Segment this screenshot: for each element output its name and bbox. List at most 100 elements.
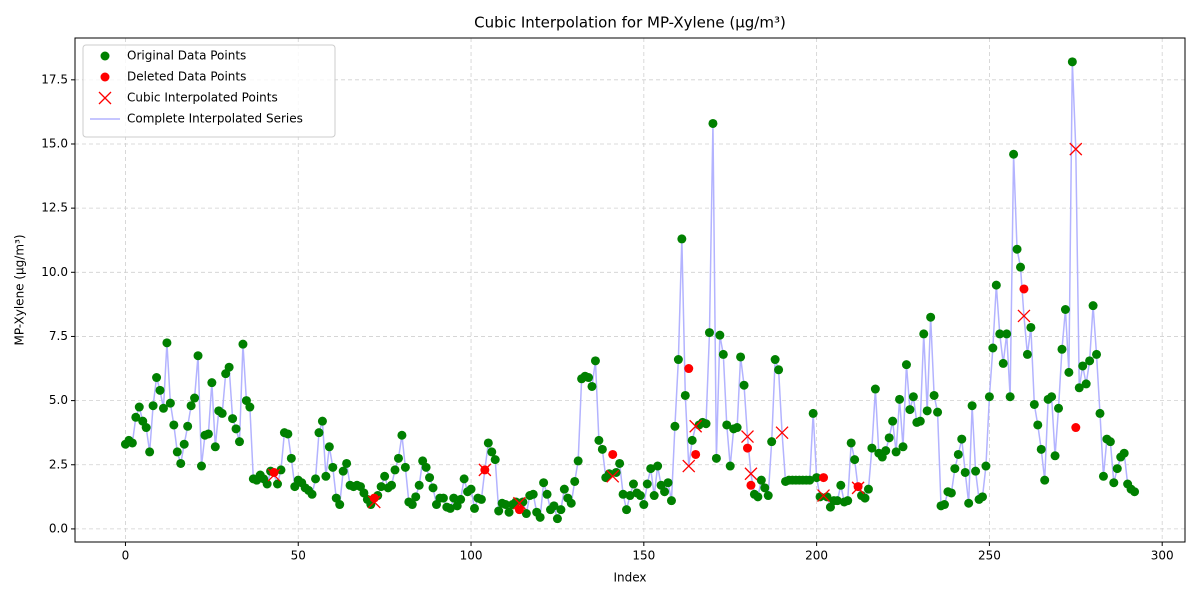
data-point bbox=[946, 488, 956, 498]
data-point bbox=[456, 494, 466, 504]
data-point bbox=[1109, 478, 1119, 488]
data-point bbox=[311, 474, 321, 484]
data-point bbox=[1002, 329, 1012, 339]
data-point bbox=[566, 498, 576, 508]
data-point bbox=[742, 443, 752, 453]
y-tick-label: 5.0 bbox=[49, 393, 68, 407]
interpolated-point bbox=[851, 481, 865, 495]
interpolated-point bbox=[689, 419, 703, 433]
data-point bbox=[881, 446, 891, 456]
data-point bbox=[476, 494, 486, 504]
data-point bbox=[898, 442, 908, 452]
data-point bbox=[957, 434, 967, 444]
data-point bbox=[528, 489, 538, 499]
data-point bbox=[808, 408, 818, 418]
data-point bbox=[725, 461, 735, 471]
data-point bbox=[1036, 444, 1046, 454]
y-tick-label: 10.0 bbox=[41, 265, 68, 279]
data-point bbox=[1040, 475, 1050, 485]
data-point bbox=[145, 447, 155, 457]
data-point bbox=[131, 412, 141, 422]
data-point bbox=[317, 416, 327, 426]
legend-label: Complete Interpolated Series bbox=[127, 112, 303, 126]
data-point bbox=[704, 328, 714, 338]
legend-label: Deleted Data Points bbox=[127, 70, 246, 84]
data-point bbox=[895, 394, 905, 404]
data-point bbox=[504, 507, 514, 517]
data-point bbox=[556, 505, 566, 515]
data-point bbox=[1130, 487, 1140, 497]
data-point bbox=[542, 489, 552, 499]
y-axis-label: MP-Xylene (μg/m³) bbox=[13, 234, 27, 345]
data-point bbox=[425, 473, 435, 483]
data-point bbox=[991, 280, 1001, 290]
data-point bbox=[338, 466, 348, 476]
data-point bbox=[967, 401, 977, 411]
data-point bbox=[1105, 437, 1115, 447]
data-point bbox=[1074, 383, 1084, 393]
data-point bbox=[819, 473, 829, 483]
data-point bbox=[732, 423, 742, 433]
data-point bbox=[314, 428, 324, 438]
x-tick-label: 0 bbox=[122, 549, 130, 563]
data-point bbox=[521, 509, 531, 519]
data-point bbox=[635, 491, 645, 501]
data-point bbox=[995, 329, 1005, 339]
legend-label: Cubic Interpolated Points bbox=[127, 91, 278, 105]
interpolated-point bbox=[1069, 142, 1083, 156]
data-point bbox=[234, 437, 244, 447]
data-point bbox=[653, 461, 663, 471]
data-point bbox=[812, 473, 822, 483]
data-point bbox=[217, 408, 227, 418]
data-point bbox=[836, 480, 846, 490]
data-point bbox=[141, 423, 151, 433]
data-point bbox=[490, 455, 500, 465]
data-point bbox=[518, 497, 528, 507]
data-point bbox=[328, 462, 338, 472]
data-point bbox=[1047, 392, 1057, 402]
interpolated-point bbox=[1017, 309, 1031, 323]
data-point bbox=[763, 491, 773, 501]
legend-marker bbox=[100, 51, 110, 61]
data-point bbox=[1019, 284, 1029, 294]
data-point bbox=[933, 407, 943, 417]
data-point bbox=[1026, 322, 1036, 332]
data-point bbox=[1009, 149, 1019, 159]
data-point bbox=[190, 393, 200, 403]
data-point bbox=[238, 339, 248, 349]
legend: Original Data Points Deleted Data Points C… bbox=[82, 44, 336, 138]
y-tick-label: 12.5 bbox=[41, 201, 68, 215]
data-point bbox=[514, 505, 524, 515]
data-point bbox=[1112, 464, 1122, 474]
y-tick-label: 17.5 bbox=[41, 72, 68, 86]
data-point bbox=[196, 461, 206, 471]
data-point bbox=[718, 349, 728, 359]
data-point bbox=[646, 464, 656, 474]
data-point bbox=[863, 484, 873, 494]
data-point bbox=[908, 392, 918, 402]
data-point bbox=[449, 493, 459, 503]
data-point bbox=[926, 312, 936, 322]
y-tick-label: 2.5 bbox=[49, 457, 68, 471]
data-point bbox=[680, 390, 690, 400]
data-point bbox=[148, 401, 158, 411]
data-point bbox=[1067, 57, 1077, 67]
data-point bbox=[860, 493, 870, 503]
x-axis-label: Index bbox=[613, 571, 646, 585]
data-point bbox=[186, 401, 196, 411]
data-point bbox=[438, 493, 448, 503]
data-point bbox=[884, 433, 894, 443]
data-point bbox=[901, 360, 911, 370]
data-point bbox=[950, 464, 960, 474]
interpolated-point bbox=[512, 496, 526, 510]
data-point bbox=[155, 385, 165, 395]
data-point bbox=[387, 480, 397, 490]
data-point bbox=[888, 416, 898, 426]
y-tick-label: 15.0 bbox=[41, 136, 68, 150]
data-point bbox=[843, 496, 853, 506]
data-point bbox=[1050, 451, 1060, 461]
data-point bbox=[162, 338, 172, 348]
data-point bbox=[549, 501, 559, 511]
data-point bbox=[670, 421, 680, 431]
data-point bbox=[203, 429, 213, 439]
